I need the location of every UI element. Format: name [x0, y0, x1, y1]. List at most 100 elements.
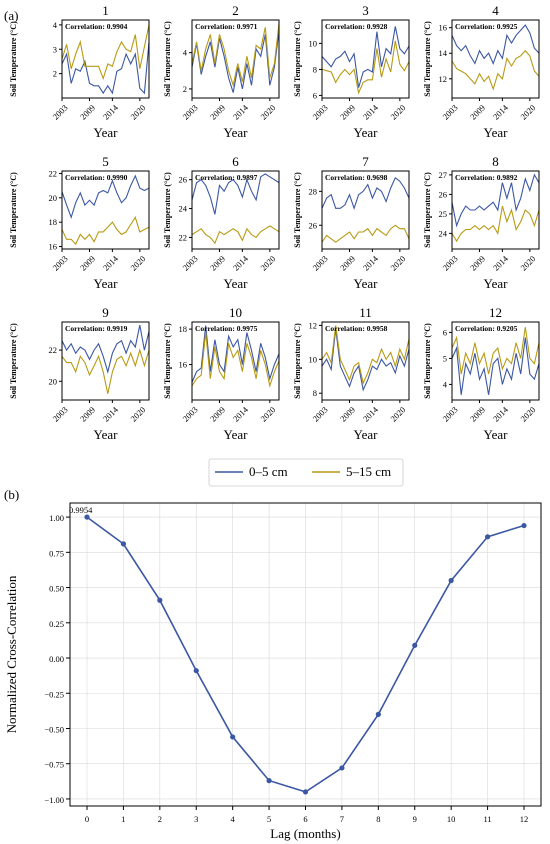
subplot-6: 6 Correlation: 0.9897 22 24 26 2003 2009 2014 20…	[163, 154, 280, 291]
series-line-0-5cm	[321, 26, 410, 88]
correlation-label: Correlation: 0.9904	[65, 22, 128, 31]
y-axis-label: Soil Temperature (°C)	[9, 21, 18, 97]
y-axis-label: Soil Temperature (°C)	[163, 172, 172, 248]
correlation-label: Correlation: 0.9971	[195, 22, 258, 31]
subplot-frame	[451, 321, 540, 401]
x-tick-label: 2003	[311, 405, 330, 424]
x-tick-label: 2003	[311, 254, 330, 273]
series-line-0-5cm	[451, 173, 540, 228]
y-tick-label: 10	[309, 354, 318, 364]
subplot-1: 1 Correlation: 0.9904 2 3 4 2003 2009 2014 2020 Y…	[9, 3, 150, 140]
x-tick-label: 2009	[208, 103, 227, 122]
x-tick-label: 2009	[78, 405, 97, 424]
y-axis-label: Soil Temperature (°C)	[9, 323, 18, 399]
x-tick-label: 2009	[78, 103, 97, 122]
series-line-0-5cm	[61, 174, 150, 219]
x-tick-label: 2014	[491, 102, 511, 122]
y-axis-label: Soil Temperature (°C)	[423, 172, 432, 248]
correlation-label: Correlation: 0.9928	[325, 22, 388, 31]
y-tick-label: 0.25	[49, 619, 64, 629]
correlation-label: Correlation: 0.9990	[65, 173, 128, 182]
y-axis-label: Soil Temperature (°C)	[293, 172, 302, 248]
x-tick-label: 2009	[338, 405, 357, 424]
y-tick-label: 16	[439, 23, 448, 33]
y-tick-label: 16	[49, 242, 58, 252]
x-tick-label: 2003	[181, 405, 200, 424]
y-axis-label: Soil Temperature (°C)	[293, 323, 302, 399]
subplot-5: 5 Correlation: 0.9990 16 18 20 22 2003 2009 2014…	[9, 154, 150, 291]
y-tick-label: 2	[53, 69, 57, 79]
x-tick-label: 2003	[181, 254, 200, 273]
data-point	[412, 642, 418, 648]
y-tick-label: 22	[49, 168, 58, 178]
subplot-title: 9	[102, 305, 109, 320]
correlation-label: Correlation: 0.9897	[195, 173, 258, 182]
subplot-frame	[321, 321, 410, 401]
x-tick-label: 2003	[51, 254, 70, 273]
x-axis-label: Year	[354, 125, 379, 140]
series-line-0-5cm	[191, 173, 280, 215]
data-point	[230, 734, 236, 740]
subplot-9: 9 Correlation: 0.9919 20 22 2003 2009 2014 2020…	[9, 305, 150, 442]
y-tick-label: 18	[49, 217, 58, 227]
legend-label-0-5cm: 0–5 cm	[249, 464, 288, 479]
x-axis-label: Year	[484, 125, 509, 140]
subplot-title: 11	[359, 305, 372, 320]
x-tick-label: 2009	[338, 254, 357, 273]
data-point	[375, 711, 381, 717]
correlation-label: Correlation: 0.9958	[325, 324, 388, 333]
subplot-3: 3 Correlation: 0.9928 6 8 10 2003 2009 2014 2020…	[293, 3, 410, 140]
subplot-4: 4 Correlation: 0.9925 12 14 16 2003 2009 2014 20…	[423, 3, 540, 140]
x-tick-label: 6	[303, 814, 307, 824]
data-point	[84, 514, 90, 520]
y-tick-label: 8	[313, 64, 317, 74]
x-tick-label: 2009	[468, 254, 487, 273]
correlation-label: Correlation: 0.9925	[455, 22, 518, 31]
x-tick-label: 2020	[128, 405, 147, 424]
legend-box	[208, 458, 404, 487]
subplot-title: 2	[232, 3, 239, 18]
x-tick-label: 2003	[441, 103, 460, 122]
x-tick-label: 2009	[468, 103, 487, 122]
series-line-5-15cm	[451, 49, 540, 91]
x-tick-label: 2020	[388, 254, 407, 273]
series-line-5-15cm	[451, 205, 540, 243]
x-tick-label: 2009	[338, 103, 357, 122]
y-tick-label: 22	[49, 345, 58, 355]
y-tick-label: 6	[313, 90, 317, 100]
x-tick-label: 2	[158, 814, 162, 824]
x-tick-label: 2014	[231, 102, 251, 122]
y-tick-label: 18	[179, 324, 188, 334]
x-tick-label: 2014	[491, 404, 511, 424]
series-line-0-5cm	[321, 328, 410, 392]
x-tick-label: 4	[231, 814, 236, 824]
x-tick-label: 2020	[258, 254, 277, 273]
subplot-2: 2 Correlation: 0.9971 2 4 2003 2009 2014 2020 Ye…	[163, 3, 280, 140]
correlation-label: Correlation: 0.9892	[455, 173, 518, 182]
subplot-frame	[321, 170, 410, 250]
y-axis-label: Soil Temperature (°C)	[163, 21, 172, 97]
subplot-frame	[451, 19, 540, 99]
data-point	[120, 541, 127, 547]
series-line-5-15cm	[191, 23, 280, 88]
y-tick-label: 8	[313, 388, 317, 398]
x-tick-label: 2003	[441, 254, 460, 273]
x-axis-label: Year	[224, 276, 249, 291]
x-tick-label: 10	[447, 814, 456, 824]
y-tick-label: 22	[179, 232, 188, 242]
y-axis-label: Normalized Cross-Correlation	[4, 575, 19, 733]
subplot-frame	[191, 19, 280, 99]
y-axis-label: Soil Temperature (°C)	[9, 172, 18, 248]
subplot-title: 10	[229, 305, 242, 320]
x-tick-label: 2020	[518, 103, 537, 122]
data-point	[339, 765, 345, 771]
legend: 0–5 cm 5–15 cm	[208, 458, 404, 487]
y-tick-label: −1.00	[44, 795, 64, 805]
subplot-frame	[191, 321, 280, 401]
x-tick-label: 2009	[208, 254, 227, 273]
x-tick-label: 2014	[101, 253, 121, 273]
subplot-frame	[321, 19, 410, 99]
x-axis-label: Lag (months)	[270, 826, 340, 841]
y-tick-label: 1.00	[49, 513, 64, 523]
